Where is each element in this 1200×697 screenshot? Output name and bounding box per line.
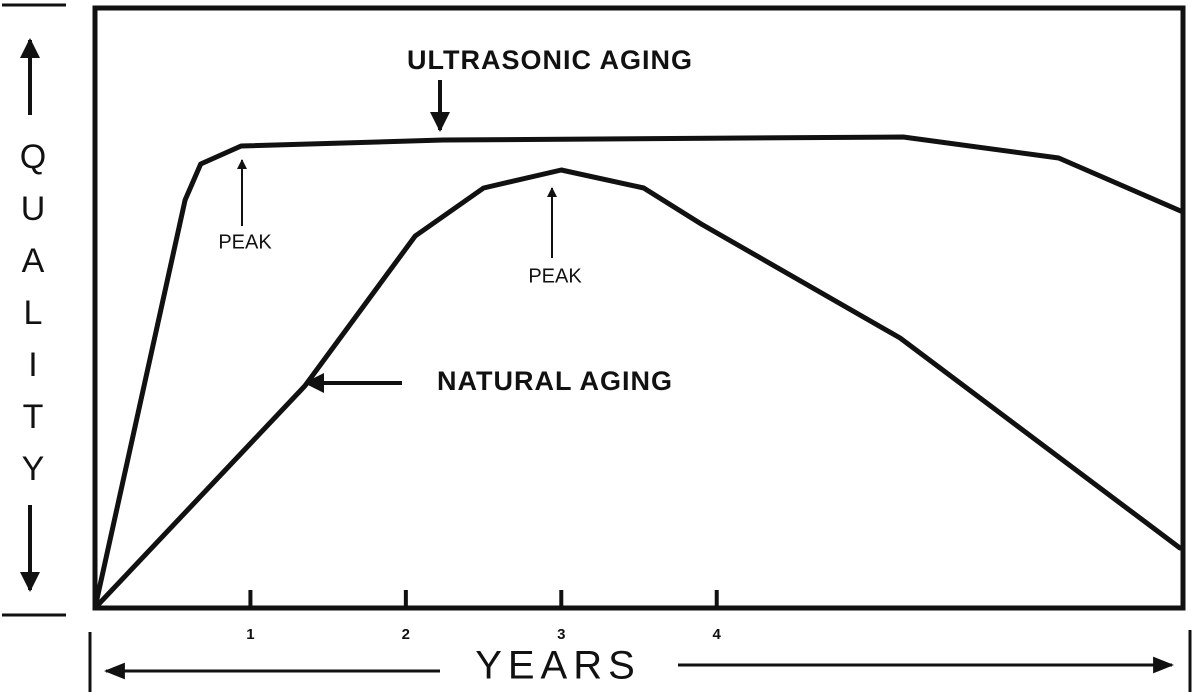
x-tick-label: 2 [402, 626, 410, 643]
x-axis-label: YEARS [475, 644, 641, 688]
plot-frame [92, 5, 1186, 611]
x-tick-label: 4 [713, 626, 722, 643]
annotation: PEAK [528, 265, 582, 287]
series-line [92, 134, 1186, 611]
series-label: NATURAL AGING [437, 366, 673, 396]
marks: 1 2 3 4 [92, 134, 1186, 643]
y-axis-label: QUALITY [14, 138, 52, 502]
annotation: PEAK [218, 231, 272, 253]
x-tick-label: 1 [246, 626, 254, 643]
series-line [92, 167, 1183, 611]
series-label: ULTRASONIC AGING [407, 45, 693, 75]
x-tick-label: 3 [557, 626, 565, 643]
